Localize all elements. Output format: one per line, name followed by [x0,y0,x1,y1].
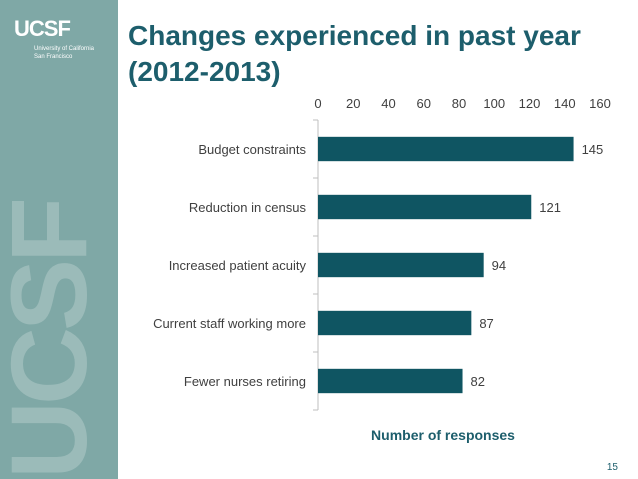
bar [318,194,532,220]
category-label: Increased patient acuity [169,258,307,273]
bar [318,136,574,162]
category-label: Reduction in census [189,200,307,215]
data-label: 94 [492,258,506,273]
ucsf-watermark-text: UCSF [0,200,109,479]
x-tick-label: 20 [346,96,360,111]
bar [318,310,472,336]
x-tick-label: 40 [381,96,395,111]
ucsf-logo: UCSF [14,16,71,41]
x-tick-label: 120 [519,96,541,111]
x-tick-label: 100 [483,96,505,111]
data-label: 87 [479,316,493,331]
bar [318,368,463,394]
category-label: Fewer nurses retiring [184,374,306,389]
data-label: 82 [471,374,485,389]
category-label: Budget constraints [198,142,306,157]
x-tick-label: 0 [314,96,321,111]
ucsf-watermark-graphic: UCSF [0,200,109,479]
data-label: 145 [582,142,604,157]
x-tick-label: 160 [589,96,611,111]
slide-title: Changes experienced in past year (2012-2… [128,20,581,87]
x-axis-title: Number of responses [371,427,515,443]
logo-subtitle-university: University of California [34,46,95,52]
category-label: Current staff working more [153,316,306,331]
sidebar-panel: UCSF UCSF University of California San F… [0,0,118,479]
logo-subtitle-city: San Francisco [34,54,73,60]
page-number: 15 [606,462,618,473]
x-tick-label: 140 [554,96,576,111]
x-tick-label: 80 [452,96,466,111]
bar [318,252,484,278]
x-tick-label: 60 [417,96,431,111]
data-label: 121 [539,200,561,215]
